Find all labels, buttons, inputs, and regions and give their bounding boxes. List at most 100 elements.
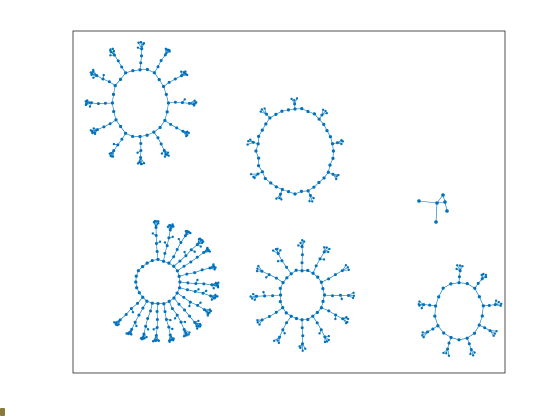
graph-3	[417, 193, 449, 224]
branch-node	[327, 277, 331, 281]
ring-node	[256, 142, 260, 146]
leaf-node	[185, 131, 188, 135]
twig-node	[158, 240, 162, 243]
leaf-node	[323, 246, 326, 249]
branch-node	[193, 271, 197, 275]
graph-1	[84, 40, 198, 166]
leaf-node	[185, 73, 189, 77]
leaf-node	[247, 140, 250, 143]
twig-node	[455, 267, 458, 271]
branch-node	[154, 333, 158, 337]
ring-node	[321, 299, 325, 304]
branch-node	[140, 54, 144, 58]
leaf-node	[499, 304, 502, 308]
ring-node	[114, 118, 118, 122]
ring-node	[178, 286, 182, 290]
ring-node	[256, 164, 261, 168]
leaf-node	[137, 41, 140, 44]
ring-node	[285, 276, 289, 280]
leaf-node	[301, 239, 304, 242]
ring-node	[322, 293, 327, 297]
twig-node	[322, 258, 326, 261]
ring-node	[286, 108, 291, 112]
ring-node	[135, 286, 139, 290]
ring-node	[138, 134, 142, 139]
branch-node	[300, 261, 304, 265]
ring-node	[441, 286, 445, 290]
twig-node	[199, 301, 202, 304]
leaf-node	[337, 173, 340, 177]
branch-node	[267, 315, 271, 319]
leaf-node	[207, 312, 210, 315]
leaf-node	[200, 241, 204, 245]
leaf-node	[172, 225, 175, 228]
ring-node	[306, 189, 310, 193]
branch-node	[285, 321, 289, 325]
twig-node	[177, 237, 180, 241]
branch-node	[263, 294, 267, 298]
ring-node	[331, 156, 335, 160]
leaf-node	[469, 352, 472, 356]
ring-node	[312, 112, 316, 116]
branch-node	[194, 282, 198, 286]
twig-node	[169, 318, 172, 322]
branch-node	[154, 242, 158, 246]
leaf-node	[456, 264, 459, 267]
ring-node	[119, 124, 123, 129]
ring-node	[164, 92, 168, 97]
branch-edge	[435, 202, 438, 223]
branch-node	[107, 80, 111, 84]
branch-node	[142, 332, 146, 336]
branch-node	[200, 268, 204, 272]
leaf-node	[263, 107, 266, 110]
ring-node	[111, 92, 116, 96]
leaf-node	[497, 300, 500, 304]
ring-edge	[435, 296, 439, 307]
branch-node	[279, 192, 283, 196]
branch-node	[195, 255, 199, 259]
twig-node	[276, 259, 280, 263]
leaf-node	[308, 199, 311, 203]
ring-node	[165, 110, 169, 114]
twig-node	[183, 250, 186, 254]
branch-node	[341, 317, 345, 321]
leaf-node	[335, 175, 338, 178]
leaf-node	[139, 162, 143, 166]
ring-edge	[474, 288, 480, 297]
ring-edge	[434, 316, 439, 326]
twig-node	[171, 235, 174, 239]
branch-node	[189, 260, 193, 264]
branch-node	[155, 309, 159, 313]
branch-node	[181, 129, 185, 133]
leaf-node	[213, 268, 216, 271]
leaf-node	[346, 317, 350, 321]
leaf-node	[108, 152, 112, 155]
ring-node	[330, 142, 335, 146]
ring-node	[260, 170, 264, 174]
ring-node	[278, 293, 283, 297]
ring-edge	[478, 315, 483, 326]
leaf-node	[212, 297, 215, 300]
leaf-node	[325, 246, 328, 249]
ring-node	[145, 67, 149, 72]
ring-edge	[482, 305, 484, 316]
branch-node	[188, 314, 192, 318]
branch-node	[260, 269, 264, 273]
leaf-node	[206, 314, 210, 317]
ring-node	[161, 84, 166, 89]
branch-node	[155, 325, 159, 329]
branch-node	[493, 303, 497, 307]
graph-5-nodes	[249, 239, 356, 352]
branch-node	[155, 249, 159, 253]
branch-node	[265, 112, 269, 116]
ring-node	[278, 299, 282, 304]
twig-node	[212, 287, 215, 290]
branch-node	[458, 269, 462, 273]
leaf-node	[189, 231, 192, 235]
leaf-node	[341, 140, 345, 143]
leaf-node	[321, 108, 325, 111]
branch-node	[112, 53, 116, 57]
branch-node	[159, 59, 163, 63]
branch-node	[108, 122, 112, 126]
